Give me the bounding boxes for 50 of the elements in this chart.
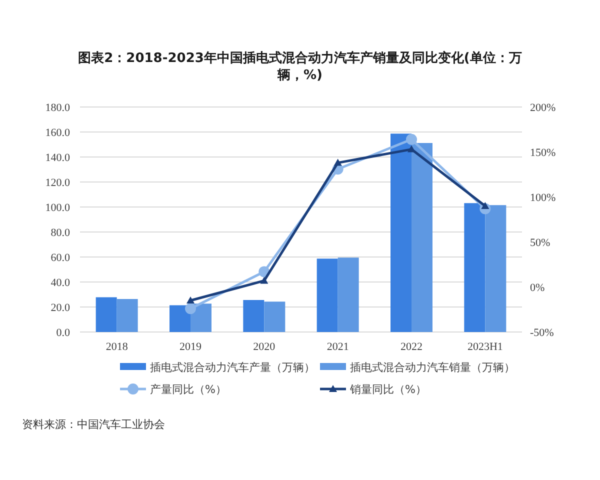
y-tick-label: 40.0 <box>50 277 70 289</box>
y2-tick-label: 150% <box>530 147 556 159</box>
point <box>185 303 196 314</box>
y-tick-label: 20.0 <box>50 302 70 314</box>
legend-label: 插电式混合动力汽车产量（万辆） <box>150 361 315 374</box>
y-tick-label: 120.0 <box>45 177 70 189</box>
y-tick-label: 80.0 <box>50 227 70 239</box>
x-tick-label: 2021 <box>326 341 349 353</box>
x-tick-label: 2022 <box>400 341 422 353</box>
y-tick-label: 180.0 <box>45 102 70 114</box>
point <box>260 276 268 284</box>
x-tick-label: 2020 <box>253 341 276 353</box>
legend-label: 产量同比（%） <box>150 383 226 396</box>
point <box>481 202 490 209</box>
y-tick-label: 100.0 <box>45 202 70 214</box>
bar <box>338 258 359 332</box>
point <box>406 134 417 145</box>
x-tick-label: 2018 <box>106 341 128 353</box>
y-tick-label: 160.0 <box>45 127 70 139</box>
y-tick-label: 0.0 <box>56 327 70 339</box>
legend-item: 插电式混合动力汽车销量（万辆） <box>320 361 515 374</box>
y2-tick-label: 50% <box>530 237 550 249</box>
bar <box>412 143 432 332</box>
bar <box>116 299 138 332</box>
y2-tick-label: -50% <box>530 327 554 339</box>
bar <box>464 203 486 332</box>
y-tick-label: 60.0 <box>50 252 70 264</box>
legend-label: 插电式混合动力汽车销量（万辆） <box>350 361 515 374</box>
y2-tick-label: 0% <box>530 282 545 294</box>
y2-tick-label: 100% <box>530 192 556 204</box>
title: 图表2：2018-2023年中国插电式混合动力汽车产销量及同比变化(单位：万辆，%) <box>78 51 522 83</box>
point <box>186 296 194 304</box>
legend-item: 插电式混合动力汽车产量（万辆） <box>120 361 315 374</box>
bar <box>243 300 264 332</box>
point <box>408 145 416 152</box>
bar <box>390 134 412 332</box>
y2-tick-label: 200% <box>530 102 556 114</box>
legend-item: 销量同比（%） <box>320 383 426 396</box>
x-tick-label: 2019 <box>180 341 202 353</box>
bar <box>264 302 286 332</box>
x-tick-label: 2023H1 <box>467 341 503 353</box>
legend-item: 产量同比（%） <box>120 383 226 396</box>
point <box>334 158 342 166</box>
legend-label: 销量同比（%） <box>349 383 426 396</box>
text: 资料来源：中国汽车工业协会 <box>22 418 165 431</box>
bar <box>485 205 506 332</box>
bar <box>96 297 117 332</box>
y-tick-label: 140.0 <box>45 152 70 164</box>
bar <box>316 258 338 332</box>
bar <box>170 305 190 332</box>
